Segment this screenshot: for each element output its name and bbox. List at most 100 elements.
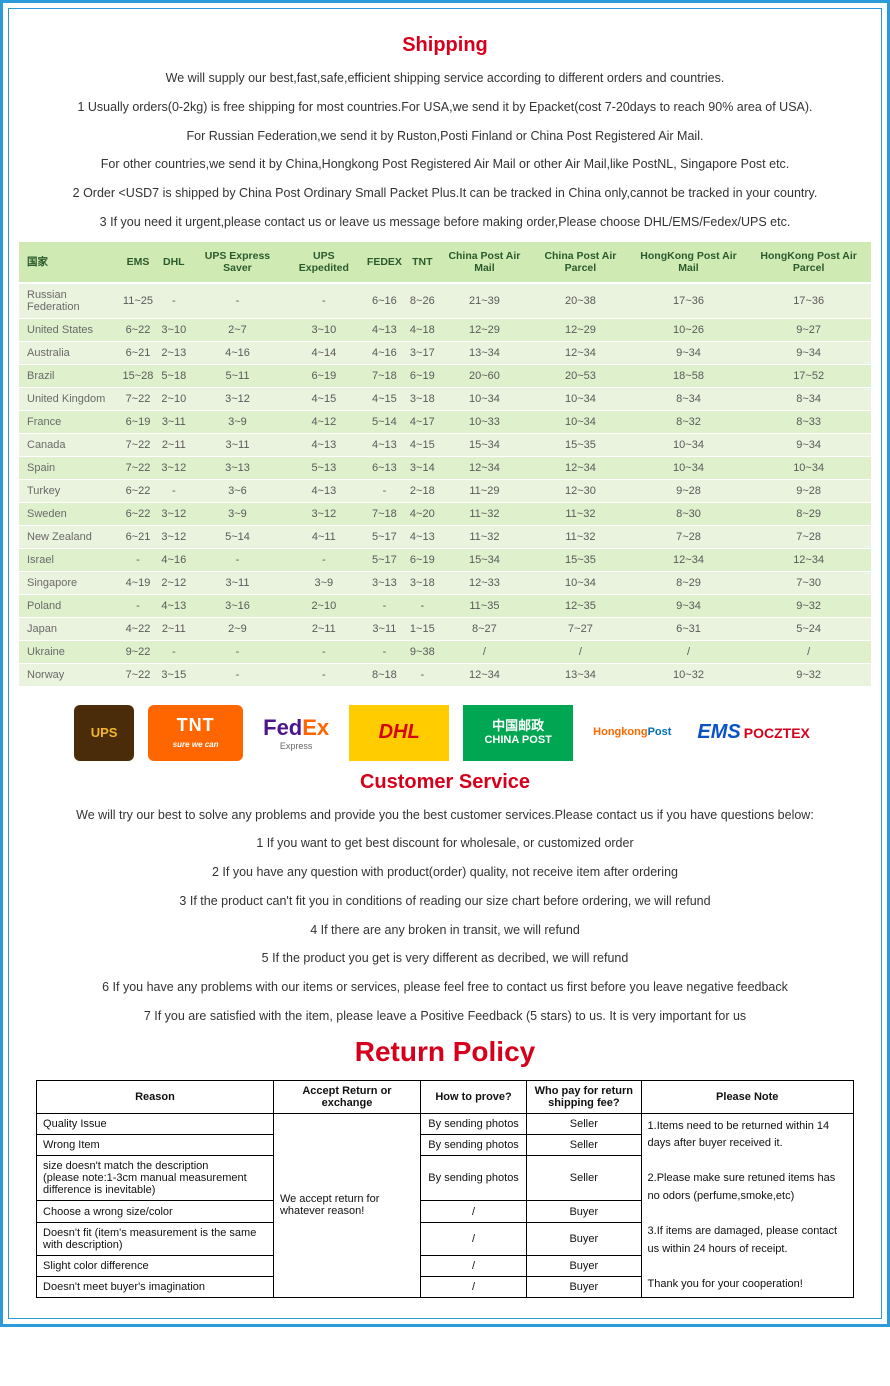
return-prove: By sending photos [420,1155,526,1200]
shipping-col-header: DHL [157,242,190,284]
shipping-cell: 15~28 [119,365,158,388]
shipping-cell: 9~32 [746,664,871,687]
shipping-cell: 15~34 [439,549,530,572]
return-policy-table: ReasonAccept Return or exchangeHow to pr… [36,1080,854,1299]
return-who-pays: Seller [527,1113,641,1134]
shipping-cell: United States [19,319,119,342]
carrier-logos: UPS TNT sure we can FedEx Express DHL 中国… [19,705,871,761]
shipping-col-header: 国家 [19,242,119,284]
chinapost-logo: 中国邮政 CHINA POST [463,705,573,761]
shipping-col-header: HongKong Post Air Mail [631,242,747,284]
customer-service-line: 4 If there are any broken in transit, we… [19,921,871,940]
shipping-cell: 12~34 [631,549,747,572]
inner-frame: Shipping We will supply our best,fast,sa… [8,8,882,1319]
shipping-cell: 2~11 [157,434,190,457]
shipping-cell: Canada [19,434,119,457]
shipping-cell: 5~24 [746,618,871,641]
shipping-cell: 11~32 [439,503,530,526]
return-row: Quality IssueWe accept return for whatev… [37,1113,854,1134]
shipping-cell: 2~13 [157,342,190,365]
shipping-cell: 3~10 [285,319,363,342]
shipping-cell: 5~13 [285,457,363,480]
shipping-cell: - [363,595,406,618]
shipping-cell: 20~38 [530,284,631,319]
shipping-cell: 6~21 [119,526,158,549]
shipping-cell: 4~13 [285,480,363,503]
return-col-header: Please Note [641,1080,853,1113]
shipping-cell: 15~35 [530,434,631,457]
shipping-cell: 3~9 [190,503,285,526]
shipping-cell: 4~16 [363,342,406,365]
shipping-cell: 5~18 [157,365,190,388]
shipping-cell: 4~22 [119,618,158,641]
shipping-row: Sweden6~223~123~93~127~184~2011~3211~328… [19,503,871,526]
shipping-cell: 13~34 [439,342,530,365]
shipping-cell: 4~19 [119,572,158,595]
shipping-cell: 3~12 [190,388,285,411]
shipping-cell: 4~13 [363,319,406,342]
shipping-cell: Brazil [19,365,119,388]
return-reason: Choose a wrong size/color [37,1201,274,1222]
shipping-cell: 3~11 [190,572,285,595]
shipping-cell: - [363,641,406,664]
shipping-cell: 6~31 [631,618,747,641]
shipping-cell: Turkey [19,480,119,503]
shipping-cell: 10~33 [439,411,530,434]
shipping-cell: 7~18 [363,365,406,388]
shipping-cell: 5~17 [363,526,406,549]
shipping-cell: 8~34 [746,388,871,411]
shipping-cell: 8~33 [746,411,871,434]
shipping-cell: 6~22 [119,319,158,342]
customer-service-line: 2 If you have any question with product(… [19,863,871,882]
shipping-cell: 9~32 [746,595,871,618]
shipping-cell: 3~12 [285,503,363,526]
return-col-header: Accept Return or exchange [273,1080,420,1113]
shipping-cell: 4~13 [157,595,190,618]
shipping-cell: 11~32 [439,526,530,549]
shipping-cell: 8~29 [746,503,871,526]
shipping-row: France6~193~113~94~125~144~1710~3310~348… [19,411,871,434]
shipping-col-header: China Post Air Mail [439,242,530,284]
shipping-cell: 7~22 [119,434,158,457]
shipping-cell: 11~35 [439,595,530,618]
shipping-cell: 3~12 [157,457,190,480]
shipping-row: Spain7~223~123~135~136~133~1412~3412~341… [19,457,871,480]
shipping-row: Ukraine9~22----9~38//// [19,641,871,664]
shipping-cell: 9~34 [631,342,747,365]
customer-service-title: Customer Service [19,771,871,794]
shipping-row: Australia6~212~134~164~144~163~1713~3412… [19,342,871,365]
shipping-cell: Norway [19,664,119,687]
dhl-logo: DHL [349,705,449,761]
shipping-cell: 12~34 [439,664,530,687]
return-reason: Doesn't fit (item's measurement is the s… [37,1222,274,1255]
shipping-cell: 2~12 [157,572,190,595]
shipping-cell: 4~20 [406,503,439,526]
shipping-col-header: HongKong Post Air Parcel [746,242,871,284]
return-prove: By sending photos [420,1134,526,1155]
shipping-cell: 10~34 [439,388,530,411]
return-reason: Wrong Item [37,1134,274,1155]
shipping-cell: 6~21 [119,342,158,365]
shipping-cell: 3~6 [190,480,285,503]
shipping-cell: 7~30 [746,572,871,595]
return-col-header: How to prove? [420,1080,526,1113]
shipping-cell: 3~10 [157,319,190,342]
shipping-row: Japan4~222~112~92~113~111~158~277~276~31… [19,618,871,641]
shipping-cell: 9~34 [746,434,871,457]
shipping-cell: 11~29 [439,480,530,503]
shipping-cell: 4~18 [406,319,439,342]
shipping-cell: 4~17 [406,411,439,434]
shipping-cell: 7~22 [119,457,158,480]
shipping-cell: - [157,284,190,319]
shipping-cell: 3~18 [406,388,439,411]
shipping-cell: 3~9 [190,411,285,434]
shipping-cell: 3~12 [157,526,190,549]
shipping-cell: 5~11 [190,365,285,388]
shipping-row: Poland-4~133~162~10--11~3512~359~349~32 [19,595,871,618]
shipping-cell: - [285,664,363,687]
customer-service-line: 7 If you are satisfied with the item, pl… [19,1007,871,1026]
shipping-line: 3 If you need it urgent,please contact u… [19,213,871,232]
shipping-cell: / [746,641,871,664]
shipping-cell: - [190,664,285,687]
shipping-cell: Russian Federation [19,284,119,319]
